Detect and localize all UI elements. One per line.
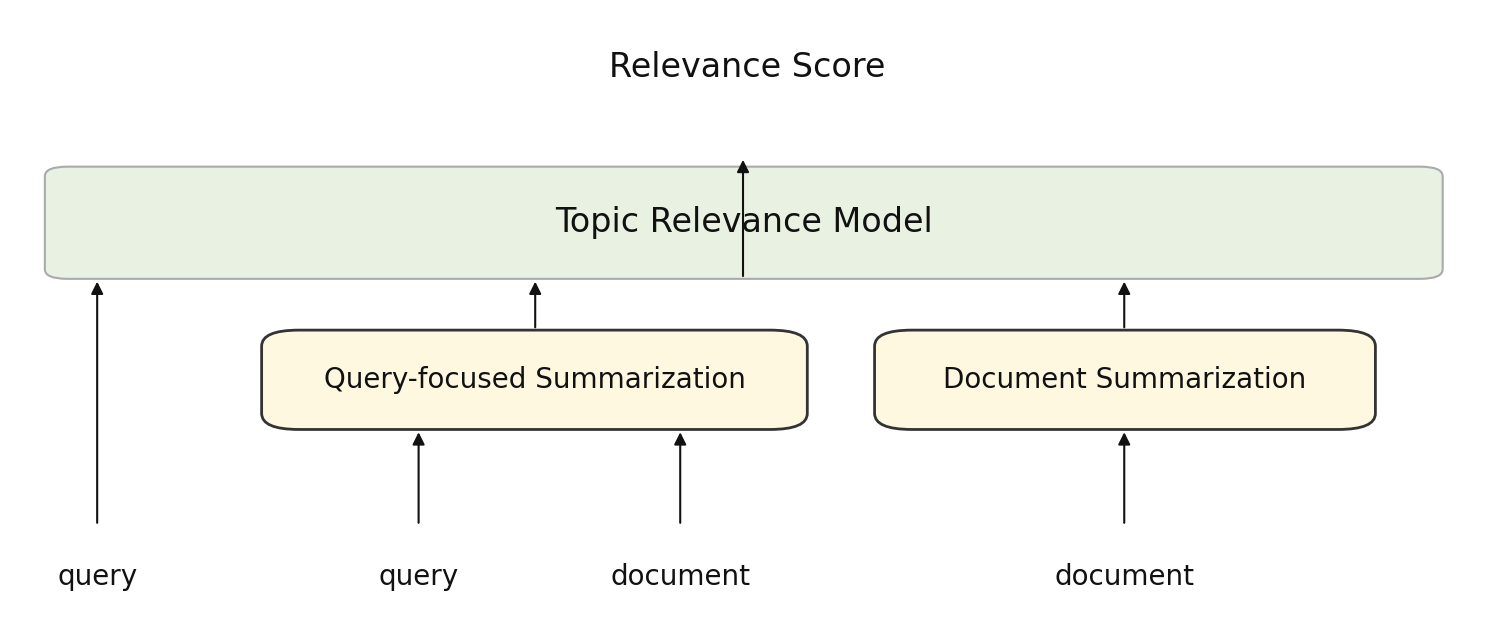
FancyBboxPatch shape: [45, 167, 1443, 279]
Text: Topic Relevance Model: Topic Relevance Model: [555, 206, 933, 239]
Text: document: document: [1054, 563, 1195, 591]
FancyBboxPatch shape: [875, 330, 1375, 429]
FancyBboxPatch shape: [262, 330, 807, 429]
Text: Query-focused Summarization: Query-focused Summarization: [323, 366, 746, 394]
Text: query: query: [378, 563, 459, 591]
Text: Document Summarization: Document Summarization: [943, 366, 1307, 394]
Text: document: document: [610, 563, 750, 591]
Text: query: query: [57, 563, 138, 591]
Text: Relevance Score: Relevance Score: [610, 51, 885, 84]
